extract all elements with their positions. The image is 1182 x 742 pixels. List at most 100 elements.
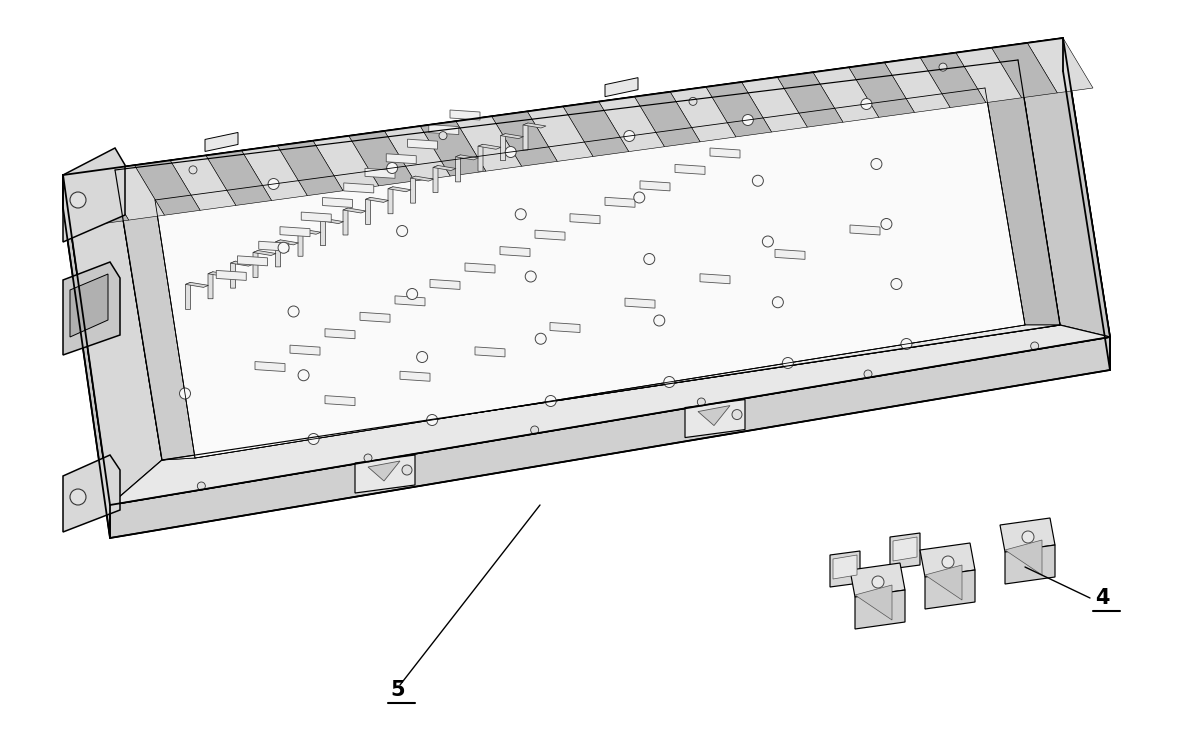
Circle shape xyxy=(742,114,753,125)
Polygon shape xyxy=(155,88,1025,458)
Polygon shape xyxy=(408,139,437,149)
Circle shape xyxy=(197,482,206,490)
Polygon shape xyxy=(920,53,986,108)
Polygon shape xyxy=(605,78,638,96)
Polygon shape xyxy=(433,165,456,171)
Polygon shape xyxy=(699,406,730,426)
Polygon shape xyxy=(1063,38,1110,370)
Polygon shape xyxy=(522,123,528,150)
Polygon shape xyxy=(368,461,400,481)
Circle shape xyxy=(644,254,655,264)
Circle shape xyxy=(860,99,872,110)
Polygon shape xyxy=(455,155,461,182)
Polygon shape xyxy=(465,263,495,273)
Circle shape xyxy=(298,370,309,381)
Polygon shape xyxy=(833,555,857,579)
Circle shape xyxy=(753,175,764,186)
Circle shape xyxy=(872,576,884,588)
Polygon shape xyxy=(849,62,915,117)
Polygon shape xyxy=(670,87,736,142)
Polygon shape xyxy=(492,111,557,166)
Polygon shape xyxy=(204,133,238,151)
Polygon shape xyxy=(395,296,426,306)
Polygon shape xyxy=(384,126,450,181)
Polygon shape xyxy=(410,176,416,203)
Polygon shape xyxy=(63,170,129,225)
Polygon shape xyxy=(850,225,881,235)
Circle shape xyxy=(309,433,319,444)
Polygon shape xyxy=(320,219,344,223)
Polygon shape xyxy=(710,148,740,158)
Polygon shape xyxy=(890,533,920,569)
Polygon shape xyxy=(230,261,253,266)
Polygon shape xyxy=(920,543,975,577)
Polygon shape xyxy=(313,136,378,191)
Polygon shape xyxy=(926,565,962,600)
Polygon shape xyxy=(1000,518,1056,552)
Polygon shape xyxy=(527,107,593,162)
Polygon shape xyxy=(456,116,521,171)
Polygon shape xyxy=(255,361,285,372)
Polygon shape xyxy=(706,82,772,137)
Polygon shape xyxy=(813,68,878,122)
Circle shape xyxy=(515,209,526,220)
Circle shape xyxy=(891,278,902,289)
Polygon shape xyxy=(361,312,390,322)
Circle shape xyxy=(180,388,190,399)
Polygon shape xyxy=(775,249,805,260)
Polygon shape xyxy=(349,131,415,186)
Polygon shape xyxy=(355,455,415,493)
Polygon shape xyxy=(478,144,483,171)
Polygon shape xyxy=(208,272,230,277)
Polygon shape xyxy=(63,170,162,505)
Polygon shape xyxy=(253,251,258,278)
Circle shape xyxy=(864,370,872,378)
Circle shape xyxy=(624,131,635,142)
Polygon shape xyxy=(238,256,267,266)
Circle shape xyxy=(427,415,437,425)
Polygon shape xyxy=(290,345,320,355)
Polygon shape xyxy=(830,551,860,587)
Circle shape xyxy=(397,226,408,237)
Polygon shape xyxy=(230,261,235,288)
Polygon shape xyxy=(186,283,190,309)
Polygon shape xyxy=(301,212,331,222)
Polygon shape xyxy=(429,125,459,134)
Circle shape xyxy=(939,63,947,71)
Polygon shape xyxy=(63,71,1110,538)
Polygon shape xyxy=(135,160,200,215)
Circle shape xyxy=(772,297,784,308)
Polygon shape xyxy=(275,240,280,267)
Polygon shape xyxy=(522,123,546,128)
Circle shape xyxy=(535,333,546,344)
Polygon shape xyxy=(570,214,600,224)
Circle shape xyxy=(70,489,86,505)
Polygon shape xyxy=(275,240,299,245)
Polygon shape xyxy=(298,229,322,234)
Polygon shape xyxy=(63,455,121,532)
Polygon shape xyxy=(410,176,434,181)
Polygon shape xyxy=(855,590,905,629)
Polygon shape xyxy=(320,219,325,246)
Text: 4: 4 xyxy=(1095,588,1110,608)
Circle shape xyxy=(364,454,372,462)
Polygon shape xyxy=(675,165,704,174)
Polygon shape xyxy=(110,337,1110,538)
Circle shape xyxy=(278,242,290,253)
Polygon shape xyxy=(170,155,236,210)
Polygon shape xyxy=(323,197,352,208)
Polygon shape xyxy=(388,187,411,191)
Polygon shape xyxy=(500,134,506,160)
Polygon shape xyxy=(635,92,700,147)
Polygon shape xyxy=(110,325,1110,505)
Circle shape xyxy=(732,410,742,419)
Polygon shape xyxy=(63,148,125,242)
Polygon shape xyxy=(850,563,905,597)
Polygon shape xyxy=(70,274,108,337)
Polygon shape xyxy=(1018,38,1110,337)
Polygon shape xyxy=(430,280,460,289)
Polygon shape xyxy=(475,347,505,357)
Circle shape xyxy=(901,338,913,349)
Polygon shape xyxy=(278,141,343,196)
Polygon shape xyxy=(63,262,121,355)
